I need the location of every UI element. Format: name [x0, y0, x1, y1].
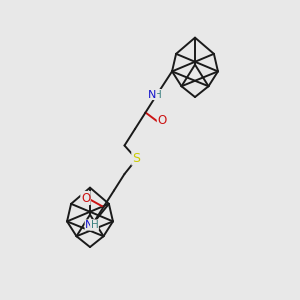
- Text: S: S: [132, 152, 140, 165]
- Text: O: O: [158, 113, 166, 127]
- Text: N: N: [148, 89, 157, 100]
- Text: N: N: [85, 220, 94, 230]
- Text: H: H: [154, 89, 161, 100]
- Text: H: H: [91, 220, 98, 230]
- Text: O: O: [81, 191, 90, 205]
